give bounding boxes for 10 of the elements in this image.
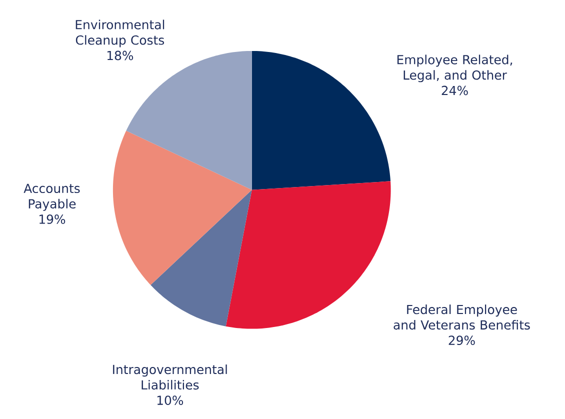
data-label: 10% — [157, 396, 184, 406]
slice-label: Intragovernmental Liabilities — [113, 364, 227, 390]
slice-label: Federal Employee and Veterans Benefits — [394, 304, 530, 330]
data-label: 18% — [107, 50, 134, 60]
slice-label: Environmental Cleanup Costs — [76, 20, 164, 48]
data-label: 24% — [442, 86, 468, 96]
data-label: 29% — [448, 336, 475, 346]
slice-label: Accounts Payable — [24, 184, 80, 212]
data-label: 19% — [40, 214, 66, 224]
slice-label: Employee Related, Legal, and Other — [397, 54, 512, 82]
